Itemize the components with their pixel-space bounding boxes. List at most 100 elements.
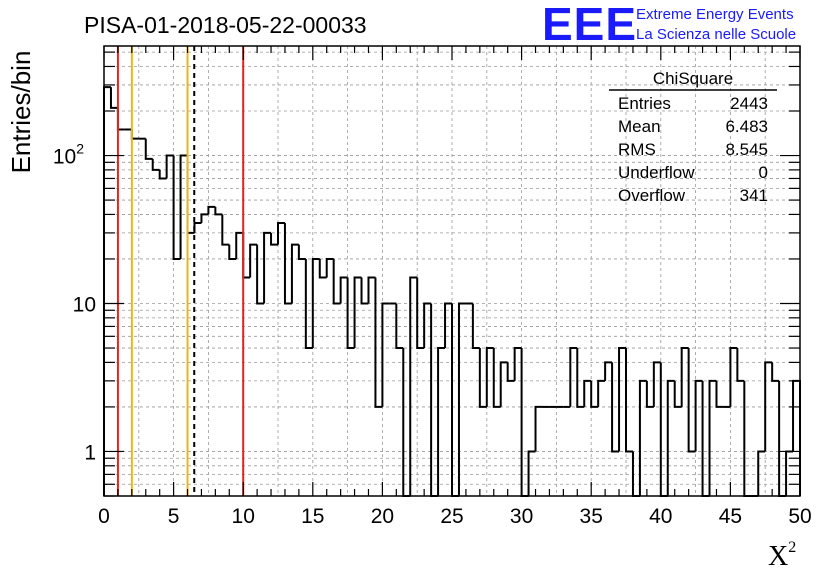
histogram-bin [103,86,111,496]
x-tick-label: 45 [719,505,742,528]
y-tick-label: 1 [84,441,96,464]
histogram-bin [158,169,167,180]
histogram-bin [290,243,299,304]
histogram-bin [423,302,432,349]
histogram-bin [353,276,362,349]
eee-logo: EEE Extreme Energy Events La Scienza nel… [542,0,796,50]
histogram-bin [471,303,480,350]
histogram-bin [200,213,209,224]
histogram-bin [680,347,689,407]
histogram-bin [694,379,703,452]
histogram-bin [569,347,578,407]
x-tick-label: 0 [98,505,110,528]
histogram-bin [367,276,376,304]
histogram-bin [270,232,278,246]
x-tick-label: 35 [580,505,603,528]
histogram-bin [583,379,592,407]
histogram-bin [228,244,237,260]
histogram-bin [381,302,390,407]
histogram-bin [360,277,369,305]
histogram-bin [339,276,348,304]
histogram-bin [590,380,599,408]
histogram-bin [527,450,536,496]
histogram-bin [708,379,717,496]
histogram-bin [144,138,153,160]
histogram-bin [778,380,787,497]
histogram-bin [402,348,411,497]
histogram-bin [576,348,585,408]
histogram-bin [792,379,801,496]
histogram-bin [645,380,654,408]
histogram-bin [297,244,306,260]
histogram-bin [687,348,696,453]
histogram-bin [304,258,313,350]
histogram-bin [757,450,766,496]
histogram-bin [207,205,216,215]
marker-lines [116,46,245,496]
histogram-bin [604,361,613,381]
x-axis-label-base: X [768,541,788,572]
histogram-bin [715,380,724,408]
histogram-bin [764,361,773,452]
histogram-bin [395,303,404,350]
logo-line-1: Extreme Energy Events [636,6,794,23]
stats-label-rms: RMS [618,140,656,159]
histogram-bin [430,303,439,497]
histogram-bin [771,362,780,382]
histogram-bin [513,347,522,381]
histogram-bin [109,87,118,109]
histogram-bin [193,222,202,233]
y-tick-label: 10 [73,294,96,317]
histogram-bin [221,214,230,246]
histogram-bin [638,379,647,496]
stats-label-mean: Mean [618,117,661,136]
histogram-bin [325,257,334,278]
histogram-bin [618,347,626,452]
histogram-bin [457,302,466,496]
histogram-bin [151,158,160,171]
axes: 0 5 10 15 20 25 30 35 40 45 50 1 10 102 [53,45,812,528]
histogram-bin [318,258,327,279]
logo-line-2: La Scienza nelle Scuole [636,26,796,43]
histogram-bin [499,361,508,407]
histogram-bin [283,223,292,305]
x-tick-label: 10 [232,505,255,528]
histogram-bin [165,154,174,179]
x-tick-label: 50 [788,505,811,528]
histogram-bin [214,206,223,216]
histogram-bin [597,379,606,407]
x-tick-label: 30 [510,505,533,528]
histogram-bin [478,348,487,408]
histogram-bin [374,277,383,408]
stats-box: ChiSquare Entries 2443 Mean 6.483 RMS 8.… [609,69,777,205]
histogram-bin [263,231,272,304]
stats-value-underflow: 0 [759,163,768,182]
x-axis-label-exp: 2 [788,539,796,556]
histogram-bin [625,348,633,453]
histogram-bin [506,362,515,382]
histogram-bin [492,348,501,408]
histogram-bin [444,302,452,349]
stats-value-overflow: 341 [740,186,768,205]
y-tick-label: 102 [53,141,84,169]
histogram-bin [666,379,675,496]
histogram-bin [451,303,459,497]
histogram-bin [179,154,188,259]
stats-label-overflow: Overflow [618,186,686,205]
histogram-bin [172,155,181,260]
histogram-bin [277,222,285,245]
x-tick-label: 40 [649,505,672,528]
histogram-bin [701,380,710,497]
histogram-bin [534,405,543,452]
x-tick-label: 15 [301,505,324,528]
stats-value-entries: 2443 [730,94,768,113]
histogram-bin [437,347,446,496]
histogram-bin [130,129,139,140]
histogram-bin [485,347,494,407]
stats-label-underflow: Underflow [618,163,695,182]
histogram-bin [346,277,355,350]
histogram-bin [332,258,341,305]
x-tick-label: 5 [168,505,180,528]
histogram-bin [416,277,425,350]
